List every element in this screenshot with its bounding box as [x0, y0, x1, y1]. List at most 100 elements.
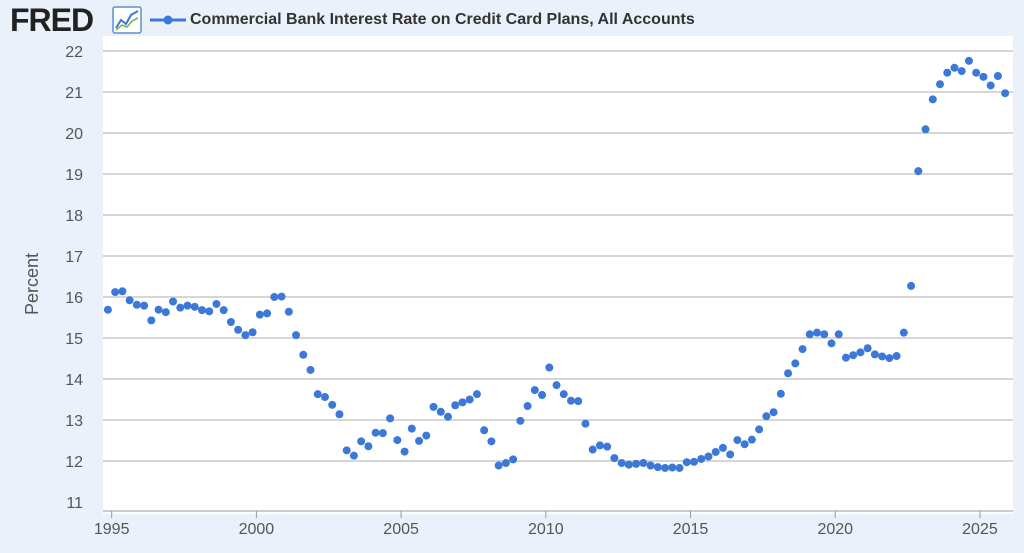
data-point[interactable] [834, 330, 843, 339]
data-point[interactable] [914, 167, 923, 176]
data-point[interactable] [313, 390, 322, 399]
data-point[interactable] [205, 307, 214, 316]
data-point[interactable] [957, 67, 966, 76]
data-point[interactable] [255, 310, 264, 319]
data-point[interactable] [342, 446, 351, 455]
data-point[interactable] [161, 308, 170, 317]
data-point[interactable] [277, 292, 286, 301]
data-point[interactable] [632, 459, 641, 468]
data-point[interactable] [140, 301, 149, 310]
data-point[interactable] [762, 412, 771, 421]
data-point[interactable] [993, 72, 1002, 81]
data-point[interactable] [501, 459, 510, 468]
data-point[interactable] [718, 443, 727, 452]
data-point[interactable] [422, 431, 431, 440]
data-point[interactable] [574, 397, 583, 406]
data-point[interactable] [357, 437, 366, 446]
data-point[interactable] [335, 410, 344, 419]
data-point[interactable] [545, 363, 554, 372]
data-point[interactable] [523, 402, 532, 411]
data-series[interactable] [103, 56, 1010, 472]
data-point[interactable] [429, 402, 438, 411]
data-point[interactable] [386, 414, 395, 423]
data-point[interactable] [849, 351, 858, 360]
data-point[interactable] [805, 330, 814, 339]
data-point[interactable] [559, 390, 568, 399]
data-point[interactable] [747, 435, 756, 444]
data-point[interactable] [219, 306, 228, 315]
data-point[interactable] [1001, 89, 1010, 98]
data-point[interactable] [538, 390, 547, 399]
data-point[interactable] [972, 68, 981, 77]
data-point[interactable] [581, 419, 590, 428]
data-point[interactable] [284, 307, 293, 316]
data-point[interactable] [103, 305, 112, 314]
data-point[interactable] [393, 436, 402, 445]
data-point[interactable] [928, 95, 937, 104]
data-point[interactable] [964, 56, 973, 65]
data-point[interactable] [827, 339, 836, 348]
data-point[interactable] [943, 68, 952, 77]
data-point[interactable] [234, 325, 243, 334]
data-point[interactable] [118, 287, 127, 296]
data-point[interactable] [617, 459, 626, 468]
data-point[interactable] [690, 457, 699, 466]
data-point[interactable] [248, 328, 257, 337]
fred-logo[interactable]: FRED [10, 2, 94, 38]
data-point[interactable] [784, 369, 793, 378]
data-point[interactable] [798, 345, 807, 354]
data-point[interactable] [841, 353, 850, 362]
data-point[interactable] [306, 365, 315, 374]
data-point[interactable] [682, 458, 691, 467]
data-point[interactable] [212, 299, 221, 308]
data-point[interactable] [791, 359, 800, 368]
data-point[interactable] [675, 463, 684, 472]
data-point[interactable] [400, 447, 409, 456]
data-point[interactable] [147, 316, 156, 325]
data-point[interactable] [639, 459, 648, 468]
data-point[interactable] [733, 436, 742, 445]
data-point[interactable] [530, 386, 539, 395]
data-point[interactable] [169, 297, 178, 306]
data-point[interactable] [870, 350, 879, 359]
data-point[interactable] [566, 396, 575, 405]
data-point[interactable] [697, 454, 706, 463]
data-point[interactable] [190, 302, 199, 311]
data-point[interactable] [610, 454, 619, 463]
data-point[interactable] [653, 463, 662, 472]
data-point[interactable] [921, 125, 930, 134]
data-point[interactable] [552, 381, 561, 390]
data-point[interactable] [465, 395, 474, 404]
data-point[interactable] [661, 463, 670, 472]
data-point[interactable] [125, 296, 134, 305]
data-point[interactable] [480, 426, 489, 435]
data-point[interactable] [726, 450, 735, 459]
data-point[interactable] [885, 354, 894, 363]
data-point[interactable] [436, 407, 445, 416]
data-point[interactable] [154, 305, 163, 314]
data-point[interactable] [132, 300, 141, 309]
data-point[interactable] [415, 436, 424, 445]
data-point[interactable] [704, 452, 713, 461]
data-point[interactable] [711, 447, 720, 456]
data-point[interactable] [979, 72, 988, 81]
data-point[interactable] [863, 344, 872, 353]
data-point[interactable] [494, 461, 503, 470]
data-point[interactable] [328, 400, 337, 409]
data-point[interactable] [226, 318, 235, 327]
data-point[interactable] [986, 81, 995, 90]
data-point[interactable] [820, 330, 829, 339]
data-point[interactable] [907, 281, 916, 290]
data-point[interactable] [740, 440, 749, 449]
data-point[interactable] [407, 424, 416, 433]
data-point[interactable] [292, 331, 301, 340]
data-point[interactable] [197, 306, 206, 315]
data-point[interactable] [371, 428, 380, 437]
data-point[interactable] [176, 303, 185, 312]
data-point[interactable] [111, 288, 120, 297]
data-point[interactable] [320, 393, 329, 402]
data-point[interactable] [856, 348, 865, 357]
data-point[interactable] [509, 455, 518, 464]
data-point[interactable] [892, 352, 901, 361]
